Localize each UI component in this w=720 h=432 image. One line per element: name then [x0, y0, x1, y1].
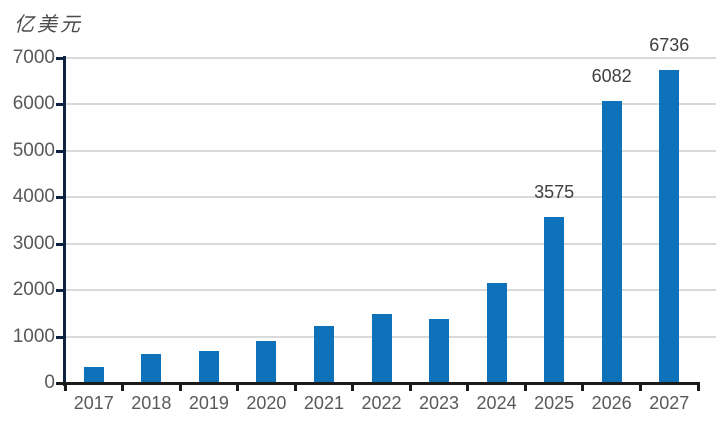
bar-2017: [83, 367, 104, 383]
data-label-2025: 3575: [534, 182, 575, 203]
gridline-6000: [65, 103, 716, 106]
y-axis-unit-label: 亿美元: [14, 12, 83, 36]
x-tick-label-2026: 2026: [591, 393, 632, 413]
x-axis-tick: [178, 384, 182, 391]
x-axis-tick: [351, 384, 355, 391]
x-axis-tick: [466, 384, 470, 391]
x-tick-label-2021: 2021: [303, 393, 344, 413]
gridline-4000: [65, 196, 716, 199]
x-tick-label-2024: 2024: [476, 393, 517, 413]
x-tick-label-2025: 2025: [534, 393, 575, 413]
x-axis-tick: [696, 384, 700, 391]
gridline-3000: [65, 242, 716, 245]
y-axis-tick: [56, 289, 63, 293]
y-axis-tick: [56, 149, 63, 153]
x-tick-label-2020: 2020: [246, 393, 287, 413]
x-tick-label-2018: 2018: [131, 393, 172, 413]
x-axis-tick: [63, 384, 67, 391]
y-tick-label-4000: 4000: [12, 186, 55, 208]
bar-2026: [601, 100, 622, 383]
y-tick-label-2000: 2000: [12, 279, 55, 301]
x-axis-tick: [293, 384, 297, 391]
data-label-2026: 6082: [591, 65, 632, 86]
y-tick-label-5000: 5000: [12, 139, 55, 161]
x-axis-tick: [408, 384, 412, 391]
x-axis-line: [57, 382, 700, 385]
y-tick-label-7000: 7000: [12, 47, 55, 68]
y-tick-label-0: 0: [44, 372, 55, 393]
data-label-2027: 6736: [649, 35, 690, 56]
y-axis-line: [63, 56, 66, 386]
x-tick-label-2027: 2027: [649, 393, 690, 413]
y-axis-tick: [56, 335, 63, 339]
bar-2024: [486, 283, 507, 383]
bar-2021: [313, 325, 334, 383]
gridline-5000: [65, 149, 716, 152]
x-tick-label-2022: 2022: [361, 393, 402, 413]
y-axis-tick: [56, 57, 63, 60]
x-tick-label-2023: 2023: [419, 393, 460, 413]
bar-2023: [429, 318, 450, 383]
bar-2022: [371, 314, 392, 383]
x-tick-label-2019: 2019: [188, 393, 229, 413]
y-tick-label-3000: 3000: [12, 232, 55, 254]
y-axis-tick: [56, 196, 63, 200]
x-axis-tick: [581, 384, 585, 391]
bar-2025: [544, 217, 565, 383]
x-tick-label-2017: 2017: [73, 393, 114, 413]
bar-2027: [659, 70, 680, 383]
y-tick-label-1000: 1000: [12, 325, 55, 347]
y-axis-tick: [56, 242, 63, 246]
bar-2019: [198, 351, 219, 383]
y-tick-label-6000: 6000: [12, 93, 55, 115]
bar-2020: [256, 341, 277, 383]
gridline-7000: [65, 57, 716, 59]
y-axis-tick: [56, 103, 63, 107]
x-axis-tick: [121, 384, 125, 391]
x-axis-tick: [638, 384, 642, 391]
x-axis-tick: [236, 384, 240, 391]
bar-2018: [141, 354, 162, 383]
x-axis-tick: [523, 384, 527, 391]
gridline-2000: [65, 289, 716, 292]
